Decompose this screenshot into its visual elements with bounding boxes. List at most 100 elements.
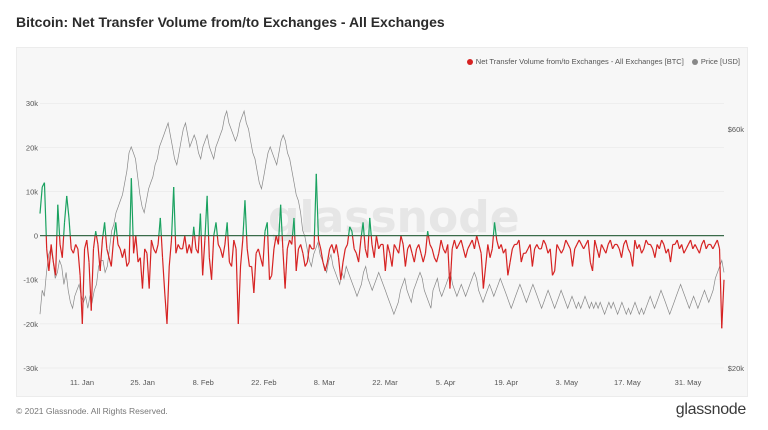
price-line bbox=[39, 109, 725, 316]
net-segment bbox=[324, 261, 328, 272]
net-segment bbox=[237, 266, 242, 324]
net-segment bbox=[398, 235, 402, 254]
net-segment bbox=[507, 261, 511, 276]
net-segment bbox=[79, 275, 83, 324]
x-tick: 17. May bbox=[614, 378, 641, 387]
net-segment bbox=[286, 239, 291, 250]
x-tick: 5. Apr bbox=[436, 378, 456, 387]
net-segment bbox=[683, 248, 687, 254]
net-segment bbox=[39, 187, 43, 214]
net-segment bbox=[551, 270, 556, 276]
net-segment bbox=[117, 244, 121, 250]
net-segment bbox=[282, 248, 286, 289]
net-segment bbox=[194, 235, 197, 249]
net-segment bbox=[489, 248, 493, 258]
net-segment bbox=[658, 239, 663, 250]
net-segment bbox=[400, 235, 404, 245]
net-segment bbox=[427, 235, 431, 245]
net-segment bbox=[382, 244, 386, 271]
net-segment bbox=[449, 248, 453, 289]
net-segment bbox=[112, 235, 115, 241]
net-segment bbox=[583, 244, 587, 250]
net-segment bbox=[216, 235, 219, 245]
net-segment bbox=[97, 244, 101, 271]
net-segment bbox=[692, 244, 696, 250]
net-segment bbox=[106, 248, 110, 258]
net-segment bbox=[591, 239, 596, 271]
net-segment bbox=[184, 235, 188, 254]
legend-dot-price bbox=[691, 58, 698, 65]
net-segment bbox=[480, 253, 484, 289]
net-segment bbox=[159, 217, 162, 236]
legend-item-net[interactable]: Net Transfer Volume from/to Exchanges - … bbox=[466, 57, 684, 66]
net-segment bbox=[126, 261, 130, 267]
net-segment bbox=[320, 248, 324, 263]
net-segment bbox=[333, 244, 337, 254]
net-segment bbox=[235, 248, 239, 324]
net-segment bbox=[160, 235, 164, 258]
net-segment bbox=[157, 235, 160, 245]
net-segment bbox=[50, 244, 54, 263]
net-segment bbox=[86, 239, 90, 263]
net-segment bbox=[92, 235, 96, 249]
net-segment bbox=[257, 248, 262, 258]
net-segment bbox=[139, 257, 144, 289]
net-segment bbox=[210, 235, 215, 280]
net-segment bbox=[536, 244, 540, 250]
net-segment bbox=[676, 239, 681, 250]
net-segment bbox=[627, 248, 631, 254]
net-segment bbox=[518, 239, 522, 263]
net-segment bbox=[485, 244, 489, 267]
net-segment bbox=[346, 235, 350, 245]
net-segment bbox=[77, 248, 81, 276]
net-segment bbox=[476, 235, 480, 245]
net-segment bbox=[596, 248, 600, 258]
net-segment bbox=[186, 244, 190, 254]
y-tick-left: 10k bbox=[26, 187, 38, 196]
net-segment bbox=[571, 248, 576, 267]
net-segment bbox=[540, 239, 545, 250]
net-segment bbox=[560, 248, 565, 254]
net-segment bbox=[487, 244, 491, 258]
net-segment bbox=[115, 222, 118, 236]
net-segment bbox=[429, 244, 433, 250]
net-segment bbox=[565, 239, 569, 245]
net-segment bbox=[391, 244, 395, 267]
net-segment bbox=[246, 248, 251, 267]
net-segment bbox=[453, 239, 458, 250]
net-segment bbox=[177, 244, 181, 250]
net-segment bbox=[362, 222, 365, 236]
net-segment bbox=[57, 204, 61, 236]
net-segment bbox=[110, 239, 115, 267]
x-tick: 8. Feb bbox=[193, 378, 214, 387]
net-segment bbox=[587, 239, 591, 263]
net-segment bbox=[505, 248, 509, 276]
net-segment bbox=[594, 239, 598, 250]
net-segment bbox=[703, 239, 707, 250]
net-segment bbox=[69, 235, 72, 249]
net-segment bbox=[175, 244, 179, 254]
net-segment bbox=[529, 244, 533, 267]
net-segment bbox=[663, 244, 667, 254]
net-segment bbox=[271, 248, 275, 276]
net-segment bbox=[411, 253, 415, 263]
legend-item-price[interactable]: Price [USD] bbox=[691, 57, 740, 66]
net-segment bbox=[681, 244, 685, 254]
net-segment bbox=[72, 244, 77, 254]
net-segment bbox=[456, 244, 460, 250]
net-segment bbox=[46, 248, 50, 271]
brand-logo[interactable]: glassnode bbox=[675, 401, 747, 418]
net-segment bbox=[150, 239, 155, 250]
net-segment bbox=[549, 248, 554, 276]
net-segment bbox=[654, 244, 658, 258]
x-tick: 3. May bbox=[556, 378, 579, 387]
net-segment bbox=[295, 248, 300, 271]
net-segment bbox=[705, 244, 709, 250]
net-segment bbox=[464, 248, 469, 258]
net-segment bbox=[427, 231, 430, 236]
net-segment bbox=[206, 195, 210, 236]
net-segment bbox=[612, 244, 616, 250]
net-segment bbox=[482, 266, 487, 289]
net-segment bbox=[598, 244, 603, 258]
net-segment bbox=[467, 244, 471, 250]
